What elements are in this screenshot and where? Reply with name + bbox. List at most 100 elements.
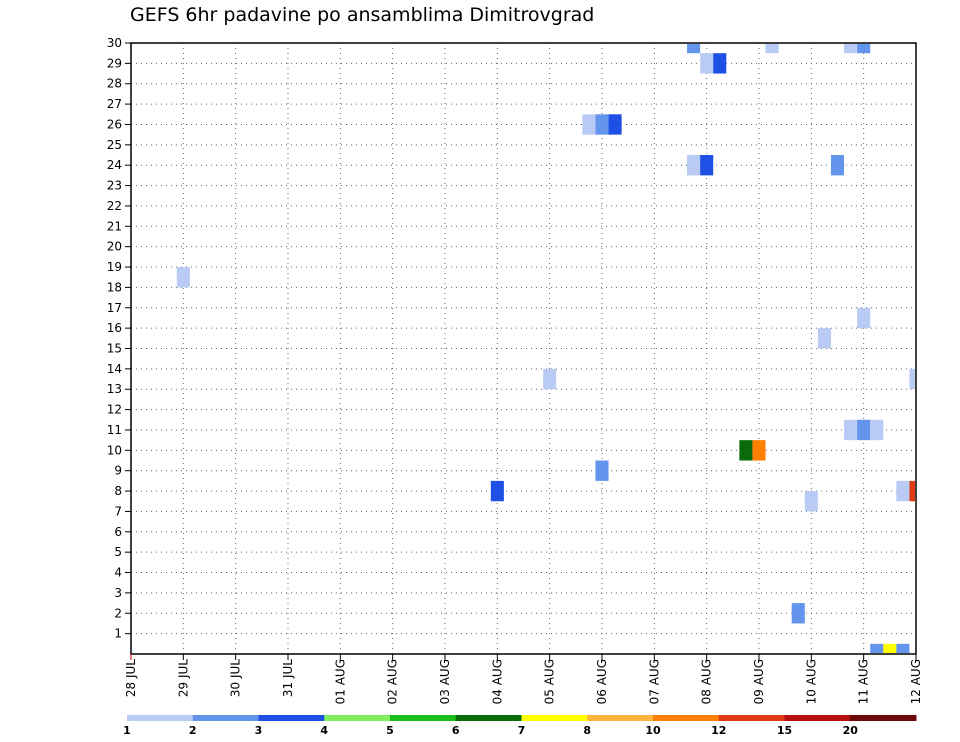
heatmap-cell	[543, 368, 557, 390]
y-tick-label: 9	[114, 464, 122, 478]
x-tick-label: 11 AUG	[857, 659, 871, 704]
x-tick-label: 05 AUG	[543, 659, 557, 704]
y-tick-label: 4	[114, 566, 122, 580]
y-tick-label: 22	[107, 199, 122, 213]
colorbar-label: 3	[255, 724, 263, 737]
x-tick-label: 04 AUG	[490, 659, 504, 704]
colorbar-segment	[390, 715, 457, 721]
y-tick-label: 15	[107, 342, 122, 356]
heatmap-cell	[595, 460, 609, 481]
x-tick-label: 03 AUG	[438, 659, 452, 704]
colorbar-segment	[653, 715, 720, 721]
colorbar: 1 2 3 4 5 6 7 8 10 12 15 20	[123, 715, 917, 737]
heatmap-cell	[870, 419, 884, 441]
heatmap-cell	[752, 440, 766, 461]
y-tick-label: 20	[107, 240, 122, 254]
colorbar-segment	[587, 715, 654, 721]
colorbar-segment	[192, 715, 259, 721]
y-tick-label: 2	[114, 606, 122, 620]
colorbar-segment	[521, 715, 588, 721]
y-tick-label: 29	[107, 56, 122, 70]
heatmap-cell	[844, 419, 858, 441]
colorbar-segment	[258, 715, 325, 721]
colorbar-label: 12	[711, 724, 726, 737]
y-tick-label: 11	[107, 423, 122, 437]
y-tick-label: 30	[107, 36, 122, 50]
colorbar-label: 8	[583, 724, 591, 737]
x-tick-label: 08 AUG	[700, 659, 714, 704]
y-tick-label: 10	[107, 443, 122, 457]
heatmap-cells	[176, 44, 915, 653]
y-tick-label: 13	[107, 382, 122, 396]
heatmap-cell	[176, 267, 190, 288]
colorbar-label: 15	[777, 724, 792, 737]
x-tick-label: 07 AUG	[647, 659, 661, 704]
y-tick-label: 14	[107, 362, 122, 376]
heatmap-cell	[857, 44, 871, 54]
heatmap-cell	[909, 480, 915, 502]
heatmap-cell	[844, 44, 858, 54]
y-tick-label: 26	[107, 117, 122, 131]
x-tick-label: 06 AUG	[595, 659, 609, 704]
heatmap-cell	[804, 491, 818, 512]
x-tick-label: 12 AUG	[909, 659, 923, 704]
y-tick-label: 5	[114, 545, 122, 559]
colorbar-label: 4	[320, 724, 328, 737]
colorbar-label: 2	[189, 724, 197, 737]
heatmap-cell	[870, 643, 884, 653]
colorbar-label: 20	[843, 724, 859, 737]
x-tick-label: 29 JUL	[176, 659, 190, 697]
y-tick-label: 23	[107, 179, 122, 193]
heatmap-cell	[700, 155, 714, 176]
y-tick-label: 17	[107, 301, 122, 315]
heatmap-cell	[765, 44, 779, 54]
x-tick-label: 01 AUG	[333, 659, 347, 704]
colorbar-label: 7	[518, 724, 526, 737]
colorbar-segment	[784, 715, 851, 721]
heatmap-cell	[857, 307, 871, 329]
colorbar-label: 1	[123, 724, 131, 737]
heatmap-cell	[595, 114, 609, 135]
x-tick-label: 02 AUG	[386, 659, 400, 704]
heatmap-cell	[896, 643, 910, 653]
heatmap-cell	[608, 114, 622, 135]
x-axis: 28 JUL 29 JUL 30 JUL 31 JUL 01 AUG 02 AUG 03 A…	[124, 654, 923, 704]
y-tick-label: 3	[114, 586, 122, 600]
colorbar-segment	[718, 715, 785, 721]
y-tick-label: 16	[107, 321, 122, 335]
x-tick-label: 30 JUL	[229, 659, 243, 697]
heatmap-cell	[713, 53, 727, 74]
heatmap-cell	[857, 419, 871, 441]
colorbar-label: 5	[386, 724, 394, 737]
heatmap-cell	[817, 328, 831, 349]
y-tick-label: 6	[114, 525, 122, 539]
y-tick-label: 21	[107, 219, 122, 233]
heatmap-cell	[909, 368, 915, 390]
colorbar-label: 10	[645, 724, 661, 737]
y-tick-label: 8	[114, 484, 122, 498]
y-tick-label: 27	[107, 97, 122, 111]
heatmap-cell	[896, 480, 910, 502]
y-tick-label: 12	[107, 403, 122, 417]
y-tick-label: 24	[107, 158, 122, 172]
colorbar-segment	[455, 715, 522, 721]
colorbar-segment	[850, 715, 917, 721]
colorbar-segment	[127, 715, 194, 721]
heatmap-cell	[490, 480, 504, 502]
chart-title: GEFS 6hr padavine po ansamblima Dimitrov…	[130, 4, 595, 26]
x-tick-label: 31 JUL	[281, 659, 295, 697]
y-axis: 1234567891011121314151617181920212223242…	[107, 36, 131, 641]
colorbar-label: 6	[452, 724, 460, 737]
heatmap-cell	[739, 440, 753, 461]
heatmap-cell	[791, 603, 805, 624]
x-tick-label: 09 AUG	[752, 659, 766, 704]
heatmap-cell	[830, 155, 845, 176]
x-tick-label: 28 JUL	[124, 659, 138, 697]
y-tick-label: 25	[107, 138, 122, 152]
plot-frame	[130, 42, 917, 655]
x-tick-label: 10 AUG	[804, 659, 818, 704]
y-tick-label: 18	[107, 280, 122, 294]
heatmap-cell	[700, 53, 714, 74]
grid-lines	[130, 42, 917, 654]
colorbar-segment	[324, 715, 391, 721]
